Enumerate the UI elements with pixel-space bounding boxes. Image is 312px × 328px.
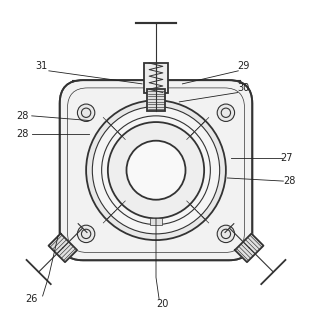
Circle shape [77, 225, 95, 243]
Circle shape [77, 104, 95, 121]
Text: 29: 29 [237, 61, 249, 71]
Polygon shape [235, 234, 263, 262]
Bar [148, 90, 164, 111]
FancyBboxPatch shape [60, 80, 252, 260]
Text: 31: 31 [35, 61, 47, 71]
Text: 27: 27 [280, 153, 293, 163]
Circle shape [108, 122, 204, 218]
Polygon shape [49, 234, 77, 262]
Text: 20: 20 [156, 299, 168, 309]
Text: 26: 26 [26, 294, 38, 304]
Text: 30: 30 [237, 83, 249, 93]
Circle shape [86, 100, 226, 240]
Circle shape [102, 116, 210, 225]
Bar [144, 63, 168, 92]
Circle shape [92, 107, 220, 234]
Text: 28: 28 [16, 111, 29, 121]
Bar [150, 218, 162, 225]
Text: 28: 28 [283, 176, 296, 186]
Circle shape [217, 225, 235, 243]
Circle shape [217, 104, 235, 121]
Circle shape [126, 141, 186, 200]
Text: 28: 28 [16, 130, 29, 139]
